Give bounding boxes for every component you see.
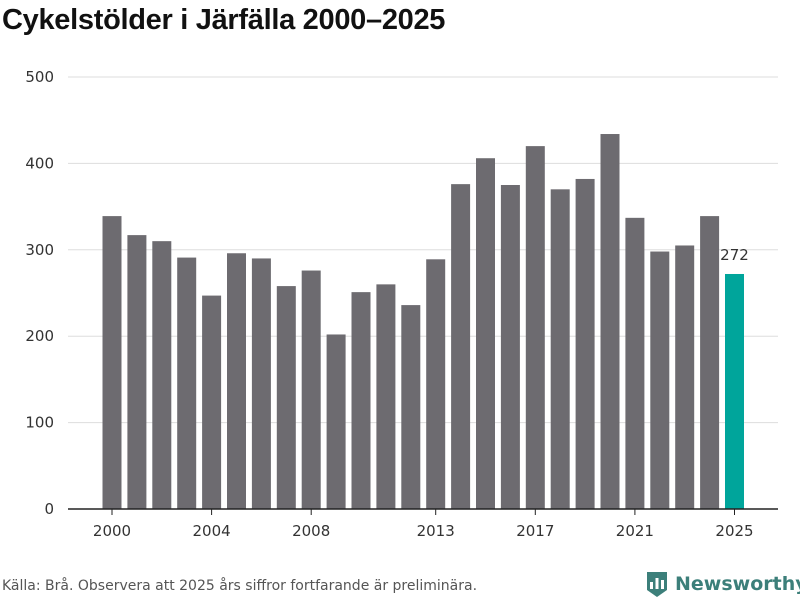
newsworthy-logo-icon — [647, 572, 667, 597]
x-tick-label: 2021 — [616, 522, 654, 540]
bar-2025 — [725, 273, 744, 509]
bar-2019 — [575, 178, 595, 509]
bar-2018 — [550, 189, 570, 509]
x-tick-label: 2013 — [417, 522, 455, 540]
bar-2014 — [451, 184, 471, 510]
brand: Newsworthy — [645, 570, 800, 598]
x-tick-label: 2025 — [715, 522, 753, 540]
bars — [102, 134, 744, 510]
axes: 0 100 200 300 400 500 2000 2004 2008 2013 2017 2021… — [25, 68, 778, 540]
y-tick-label: 200 — [25, 327, 54, 345]
bar-2012 — [401, 305, 421, 509]
brand-name: Newsworthy — [675, 573, 800, 595]
x-tick-label: 2004 — [193, 522, 231, 540]
source-note: Källa: Brå. Observera att 2025 års siffr… — [2, 578, 478, 594]
x-tick-label: 2017 — [516, 522, 554, 540]
x-tick-label: 2000 — [93, 522, 131, 540]
bar-value-label: 272 — [720, 246, 749, 264]
bar-chart: 0 100 200 300 400 500 2000 2004 2008 2013 2017 2021… — [25, 68, 778, 540]
y-tick-label: 300 — [25, 241, 54, 259]
bar-2003 — [177, 257, 197, 509]
bar-2005 — [227, 253, 246, 509]
bar-2015 — [476, 158, 495, 509]
bar-2007 — [276, 286, 296, 509]
bar-2020 — [600, 134, 620, 510]
bar-2022 — [650, 251, 670, 509]
y-tick-label: 100 — [25, 414, 54, 432]
bar-2000 — [102, 216, 122, 509]
bar-2006 — [251, 258, 271, 509]
y-tick-label: 500 — [25, 68, 54, 86]
bar-2023 — [675, 245, 695, 510]
bar-2002 — [152, 241, 172, 509]
bar-2016 — [500, 185, 520, 509]
bar-2021 — [625, 217, 645, 509]
bar-2004 — [202, 295, 222, 509]
bar-2017 — [525, 146, 545, 509]
bar-2001 — [127, 235, 147, 509]
data-labels: 272 — [720, 246, 749, 264]
chart-title: Cykelstölder i Järfälla 2000–2025 — [2, 4, 446, 36]
y-tick-label: 0 — [44, 500, 54, 518]
x-tick-label: 2008 — [292, 522, 330, 540]
bar-2011 — [376, 284, 396, 509]
bar-2024 — [700, 216, 720, 509]
bar-2013 — [426, 259, 446, 509]
bar-2009 — [326, 334, 346, 509]
bar-2008 — [301, 270, 321, 509]
bar-2010 — [351, 292, 371, 509]
y-tick-label: 400 — [25, 154, 54, 172]
grid-lines — [68, 76, 778, 424]
